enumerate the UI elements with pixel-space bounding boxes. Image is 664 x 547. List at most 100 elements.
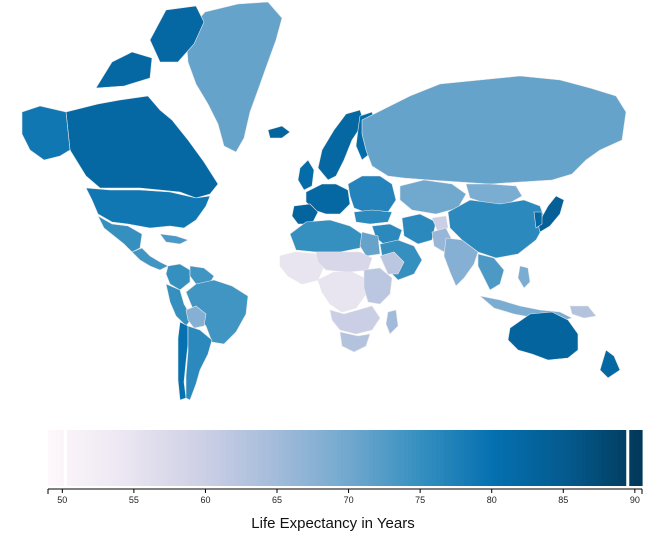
legend-swatch <box>570 430 576 486</box>
legend-swatch <box>186 430 192 486</box>
legend-swatch <box>503 430 508 486</box>
legend-swatch <box>162 430 168 486</box>
legend-swatch <box>48 430 53 486</box>
country-east-africa <box>363 267 393 305</box>
legend-swatch <box>55 430 61 486</box>
legend-swatch <box>123 430 128 486</box>
country-brazil <box>185 279 249 345</box>
legend-swatch <box>95 430 101 486</box>
legend-swatch <box>491 430 497 486</box>
legend-swatch <box>309 430 314 486</box>
legend-swatch <box>154 430 160 486</box>
legend-swatch <box>558 430 564 486</box>
legend-swatch <box>202 430 207 486</box>
country-philippines <box>517 265 531 289</box>
legend-swatch <box>127 430 132 486</box>
legend-swatch <box>313 430 318 486</box>
country-southern-africa <box>329 305 381 335</box>
legend-swatch <box>372 430 378 486</box>
country-united-kingdom <box>297 159 315 191</box>
country-mexico <box>97 215 143 253</box>
legend-swatch <box>305 430 310 486</box>
country-united-states <box>85 187 211 229</box>
legend-swatch <box>83 430 89 486</box>
legend-swatch <box>91 430 97 486</box>
country-russia <box>361 75 627 185</box>
legend-swatch <box>364 430 370 486</box>
legend-swatch <box>174 430 180 486</box>
legend-swatch <box>511 430 516 486</box>
legend-swatch <box>158 430 164 486</box>
legend-tick-label: 70 <box>344 495 354 505</box>
legend-tick-label: 55 <box>129 495 139 505</box>
country-madagascar <box>385 309 399 335</box>
legend-swatch <box>507 430 512 486</box>
legend-swatch <box>206 430 211 486</box>
legend-title: Life Expectancy in Years <box>251 515 414 532</box>
legend-swatch <box>170 430 176 486</box>
legend-swatch <box>546 430 552 486</box>
legend-swatch <box>182 430 188 486</box>
legend-swatch <box>519 430 524 486</box>
legend-tick-label: 90 <box>630 495 640 505</box>
country-alaska <box>21 105 71 161</box>
legend-swatch <box>329 430 334 486</box>
legend-swatch <box>285 430 291 486</box>
legend-swatch <box>459 430 465 486</box>
legend-swatch <box>75 430 81 486</box>
legend-swatch <box>384 430 390 486</box>
legend-swatch <box>471 430 477 486</box>
legend-swatch <box>368 430 374 486</box>
legend-swatch <box>281 430 287 486</box>
legend-swatch <box>475 430 481 486</box>
legend-swatch <box>487 430 493 486</box>
legend-swatch <box>598 430 603 486</box>
color-legend: 50 55 60 65 70 75 80 85 90 Life Expectancy in Ye… <box>47 430 643 532</box>
legend-swatch <box>578 430 584 486</box>
legend-swatch <box>622 430 627 486</box>
legend-swatch <box>634 430 639 486</box>
legend-swatch <box>257 430 263 486</box>
country-egypt <box>359 231 381 257</box>
legend-axis: 50 55 60 65 70 75 80 85 90 <box>47 488 643 505</box>
legend-swatch <box>277 430 283 486</box>
country-afghanistan <box>431 215 449 233</box>
legend-swatch <box>345 430 350 486</box>
legend-swatch <box>463 430 469 486</box>
country-turkey <box>353 209 393 225</box>
legend-swatch <box>428 430 433 486</box>
country-new-zealand <box>599 349 621 379</box>
legend-swatch <box>562 430 568 486</box>
legend-tick-label: 60 <box>200 495 210 505</box>
legend-swatch <box>392 430 398 486</box>
country-bolivia <box>185 305 207 329</box>
legend-swatch <box>194 430 200 486</box>
legend-swatch <box>566 430 572 486</box>
legend-swatch <box>51 430 57 486</box>
legend-swatch <box>111 430 116 486</box>
legend-swatch <box>602 430 607 486</box>
legend-swatch <box>226 430 231 486</box>
country-greenland <box>185 1 283 153</box>
legend-swatch <box>289 430 295 486</box>
legend-swatch <box>242 430 247 486</box>
legend-swatch <box>103 430 108 486</box>
legend-swatch <box>638 430 643 486</box>
legend-swatch <box>352 430 358 486</box>
legend-swatch <box>451 430 457 486</box>
legend-swatch <box>539 430 544 486</box>
world-map <box>21 1 627 401</box>
country-sahel <box>315 251 373 273</box>
country-canada <box>65 5 219 199</box>
country-southeast-asia <box>477 253 505 291</box>
legend-swatch <box>119 430 124 486</box>
legend-swatch <box>380 430 386 486</box>
legend-swatch <box>293 430 299 486</box>
legend-swatch <box>238 430 243 486</box>
country-colombia <box>165 263 191 291</box>
country-central-africa <box>317 271 367 313</box>
country-caribbean <box>159 233 189 245</box>
legend-swatch <box>79 430 85 486</box>
legend-tick-label: 80 <box>487 495 497 505</box>
legend-swatch <box>348 430 354 486</box>
